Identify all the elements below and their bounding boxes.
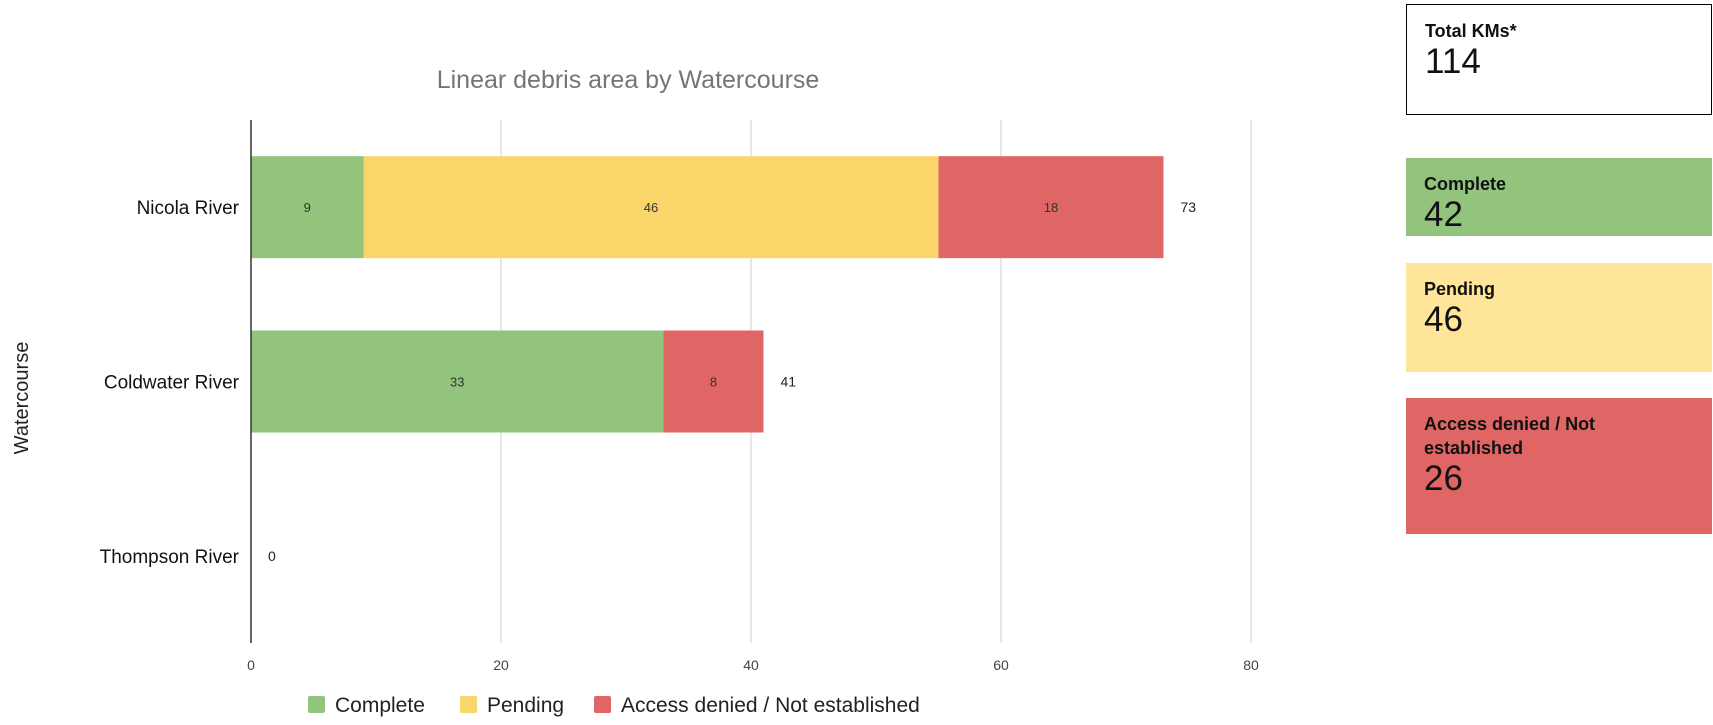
total-kms-value: 114 xyxy=(1425,42,1481,81)
x-tick-label: 20 xyxy=(493,657,509,673)
legend-label: Complete xyxy=(335,694,425,717)
legend-item[interactable]: Access denied / Not established xyxy=(594,694,920,717)
total-value-label: 0 xyxy=(268,548,276,564)
total-value-label: 73 xyxy=(1181,199,1197,215)
legend-swatch xyxy=(594,696,611,713)
legend-item[interactable]: Complete xyxy=(308,694,425,717)
access-denied-card: Access denied / Not established 26 xyxy=(1406,398,1712,534)
pending-card: Pending 46 xyxy=(1406,263,1712,372)
complete-card: Complete 42 xyxy=(1406,158,1712,236)
complete-label: Complete xyxy=(1424,174,1507,194)
total-kms-card: Total KMs* 114 xyxy=(1406,4,1712,115)
legend-item[interactable]: Pending xyxy=(460,694,564,717)
segment-value-label: 9 xyxy=(304,200,311,215)
legend-swatch xyxy=(308,696,325,713)
total-kms-label: Total KMs* xyxy=(1425,21,1517,41)
x-tick-label: 80 xyxy=(1243,657,1259,673)
access-denied-value: 26 xyxy=(1424,459,1463,498)
chart-title: Linear debris area by Watercourse xyxy=(437,66,820,94)
bar-segment xyxy=(663,330,764,433)
pending-value: 46 xyxy=(1424,300,1463,339)
segment-value-label: 18 xyxy=(1044,200,1058,215)
legend-swatch xyxy=(460,696,477,713)
access-denied-label: Access denied / Not established xyxy=(1424,414,1596,458)
total-value-label: 41 xyxy=(781,374,797,390)
bar-segment xyxy=(251,156,364,259)
bar-segment xyxy=(363,156,939,259)
bar-segment xyxy=(938,156,1164,259)
x-tick-label: 60 xyxy=(993,657,1009,673)
y-axis-label: Watercourse xyxy=(11,342,33,455)
category-label: Coldwater River xyxy=(104,373,240,394)
category-label: Nicola River xyxy=(137,198,240,219)
complete-value: 42 xyxy=(1424,195,1463,234)
segment-value-label: 33 xyxy=(450,375,464,390)
legend-label: Pending xyxy=(487,694,564,717)
x-tick-label: 40 xyxy=(743,657,759,673)
x-tick-label: 0 xyxy=(247,657,255,673)
segment-value-label: 46 xyxy=(644,200,658,215)
legend[interactable]: Complete Pending Access denied / Not estab… xyxy=(308,694,920,717)
category-label: Thompson River xyxy=(100,547,240,568)
stacked-bar-chart: Linear debris area by Watercourse Waterc… xyxy=(11,66,1259,717)
legend-label: Access denied / Not established xyxy=(621,694,920,717)
segment-value-label: 8 xyxy=(710,375,717,390)
pending-label: Pending xyxy=(1424,279,1495,299)
bar-segment xyxy=(251,330,664,433)
bars: 9 46 18 73 33 8 41 0 xyxy=(251,156,1196,564)
